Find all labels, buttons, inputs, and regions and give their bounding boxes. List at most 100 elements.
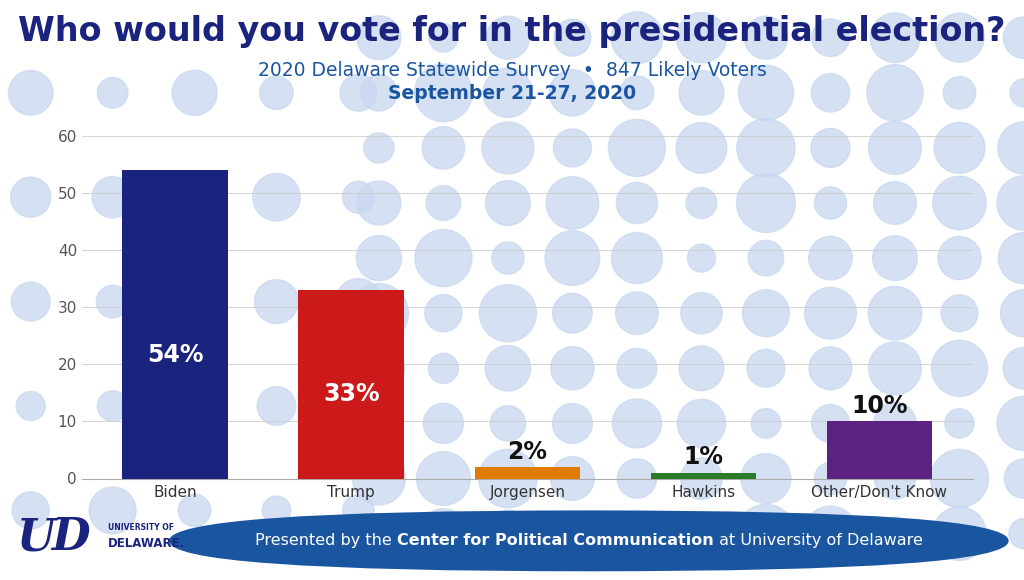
- Circle shape: [357, 16, 400, 60]
- Circle shape: [8, 71, 53, 115]
- Circle shape: [425, 295, 462, 332]
- Circle shape: [616, 182, 657, 224]
- Circle shape: [360, 74, 397, 111]
- Circle shape: [879, 517, 911, 550]
- Circle shape: [741, 454, 791, 503]
- Text: at University of Delaware: at University of Delaware: [714, 534, 923, 548]
- Text: 54%: 54%: [147, 343, 204, 367]
- Text: U: U: [16, 516, 55, 559]
- Circle shape: [945, 409, 974, 438]
- Circle shape: [621, 76, 653, 110]
- Circle shape: [737, 119, 795, 177]
- Circle shape: [429, 23, 458, 52]
- Circle shape: [870, 13, 920, 63]
- Circle shape: [173, 175, 216, 219]
- Text: Presented by the Center for Political Communication at University of Delaware: Presented by the Center for Political Co…: [273, 534, 904, 548]
- Circle shape: [676, 13, 727, 63]
- Circle shape: [812, 404, 849, 443]
- Circle shape: [612, 399, 662, 448]
- Circle shape: [742, 290, 790, 336]
- Circle shape: [681, 513, 722, 554]
- Circle shape: [486, 16, 529, 59]
- Circle shape: [611, 12, 663, 64]
- Circle shape: [16, 392, 45, 420]
- Circle shape: [617, 459, 656, 498]
- Circle shape: [484, 510, 531, 557]
- Circle shape: [608, 119, 666, 176]
- Circle shape: [677, 399, 726, 448]
- Circle shape: [749, 240, 783, 276]
- Circle shape: [553, 129, 592, 167]
- Circle shape: [415, 230, 472, 287]
- Text: D: D: [51, 516, 90, 559]
- Circle shape: [478, 450, 538, 508]
- Circle shape: [932, 340, 987, 396]
- Circle shape: [12, 492, 49, 529]
- Bar: [826, 422, 932, 478]
- Circle shape: [941, 295, 978, 332]
- Circle shape: [809, 347, 852, 390]
- Circle shape: [10, 177, 51, 218]
- Circle shape: [744, 16, 787, 59]
- Circle shape: [933, 176, 986, 230]
- Circle shape: [97, 391, 128, 421]
- Circle shape: [681, 292, 722, 334]
- Circle shape: [253, 173, 300, 221]
- Circle shape: [479, 285, 537, 342]
- Circle shape: [736, 505, 796, 563]
- Circle shape: [938, 237, 981, 280]
- Circle shape: [874, 458, 915, 499]
- Circle shape: [811, 74, 850, 112]
- Bar: [650, 473, 757, 478]
- Circle shape: [812, 19, 849, 56]
- Circle shape: [490, 406, 525, 441]
- Text: 2%: 2%: [507, 440, 548, 463]
- Circle shape: [335, 278, 382, 325]
- Circle shape: [423, 403, 464, 444]
- Circle shape: [814, 187, 847, 219]
- Circle shape: [681, 458, 722, 499]
- Circle shape: [1000, 289, 1024, 337]
- Circle shape: [175, 386, 214, 426]
- Circle shape: [998, 233, 1024, 284]
- Circle shape: [353, 343, 404, 394]
- Text: 2020 Delaware Statewide Survey  •  847 Likely Voters: 2020 Delaware Statewide Survey • 847 Lik…: [258, 61, 766, 80]
- Circle shape: [687, 244, 716, 272]
- Circle shape: [551, 456, 594, 501]
- Circle shape: [868, 121, 922, 175]
- Circle shape: [555, 516, 590, 551]
- Circle shape: [935, 13, 984, 62]
- Circle shape: [809, 236, 852, 280]
- Text: September 21-27, 2020: September 21-27, 2020: [388, 84, 636, 103]
- Circle shape: [97, 78, 128, 108]
- Circle shape: [1010, 79, 1024, 107]
- Circle shape: [342, 181, 375, 213]
- Circle shape: [873, 403, 916, 444]
- Circle shape: [611, 233, 663, 284]
- Circle shape: [676, 122, 727, 173]
- Circle shape: [996, 176, 1024, 230]
- Circle shape: [811, 128, 850, 168]
- Circle shape: [686, 187, 717, 219]
- Circle shape: [868, 287, 922, 340]
- Circle shape: [931, 450, 988, 508]
- Circle shape: [357, 403, 400, 444]
- FancyBboxPatch shape: [169, 510, 1009, 571]
- Circle shape: [551, 347, 594, 390]
- Text: UNIVERSITY OF: UNIVERSITY OF: [108, 523, 174, 532]
- Text: Who would you vote for in the presidential election?: Who would you vote for in the presidenti…: [18, 14, 1006, 48]
- Circle shape: [934, 122, 985, 173]
- Circle shape: [257, 387, 296, 425]
- Circle shape: [92, 176, 133, 218]
- Circle shape: [96, 285, 129, 318]
- Circle shape: [172, 70, 217, 115]
- Circle shape: [933, 507, 986, 560]
- Circle shape: [546, 177, 599, 229]
- Circle shape: [868, 342, 922, 395]
- Circle shape: [803, 506, 858, 561]
- Bar: [123, 171, 228, 478]
- Circle shape: [419, 509, 468, 559]
- Circle shape: [255, 280, 298, 324]
- Circle shape: [748, 349, 784, 387]
- Circle shape: [1004, 17, 1024, 59]
